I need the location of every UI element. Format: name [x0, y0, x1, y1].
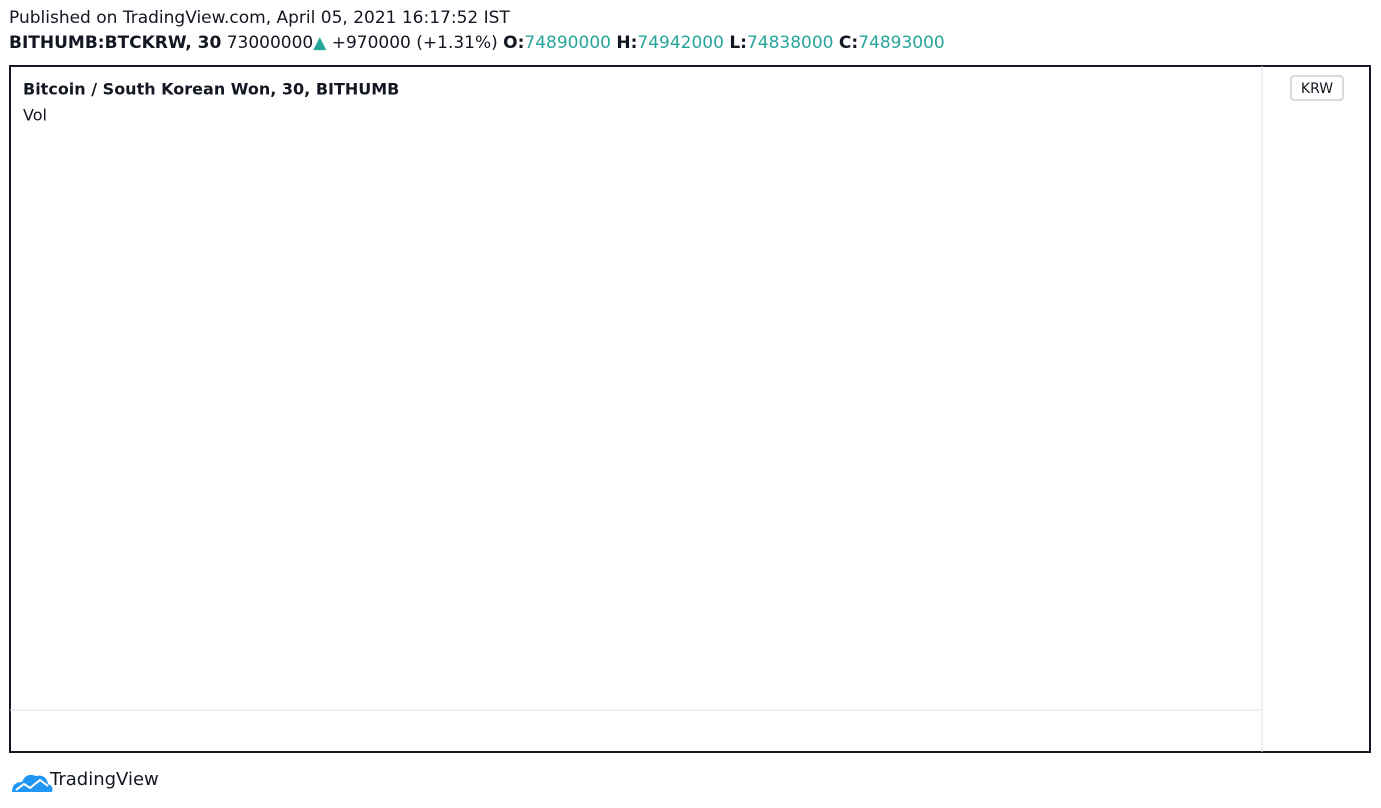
chart-frame	[9, 65, 1371, 753]
low-label: L:	[729, 33, 747, 53]
open-label: O:	[503, 33, 525, 53]
up-arrow: ▲	[313, 33, 327, 53]
currency-button[interactable]	[1290, 75, 1344, 101]
change: +970000 (+1.31%)	[331, 33, 498, 53]
high-label: H:	[616, 33, 638, 53]
brand: TradingView	[50, 769, 159, 790]
symbol: BITHUMB:BTCKRW, 30	[9, 33, 222, 53]
volume-legend: Vol	[23, 106, 47, 125]
open-value: 74890000	[524, 33, 611, 53]
published-note: Published on TradingView.com, April 05, …	[9, 8, 510, 28]
close-value: 74893000	[858, 33, 945, 53]
low-value: 74838000	[746, 33, 834, 53]
legend-title: Bitcoin / South Korean Won, 30, BITHUMB	[23, 80, 399, 99]
currency-label: KRW	[1301, 81, 1333, 97]
close-label: C:	[838, 33, 859, 53]
last-price: 73000000	[226, 33, 314, 53]
logo-icon	[12, 774, 53, 792]
symbol-header: BITHUMB:BTCKRW, 30 73000000▲ +970000 (+1…	[9, 33, 945, 53]
high-value: 74942000	[637, 33, 724, 53]
